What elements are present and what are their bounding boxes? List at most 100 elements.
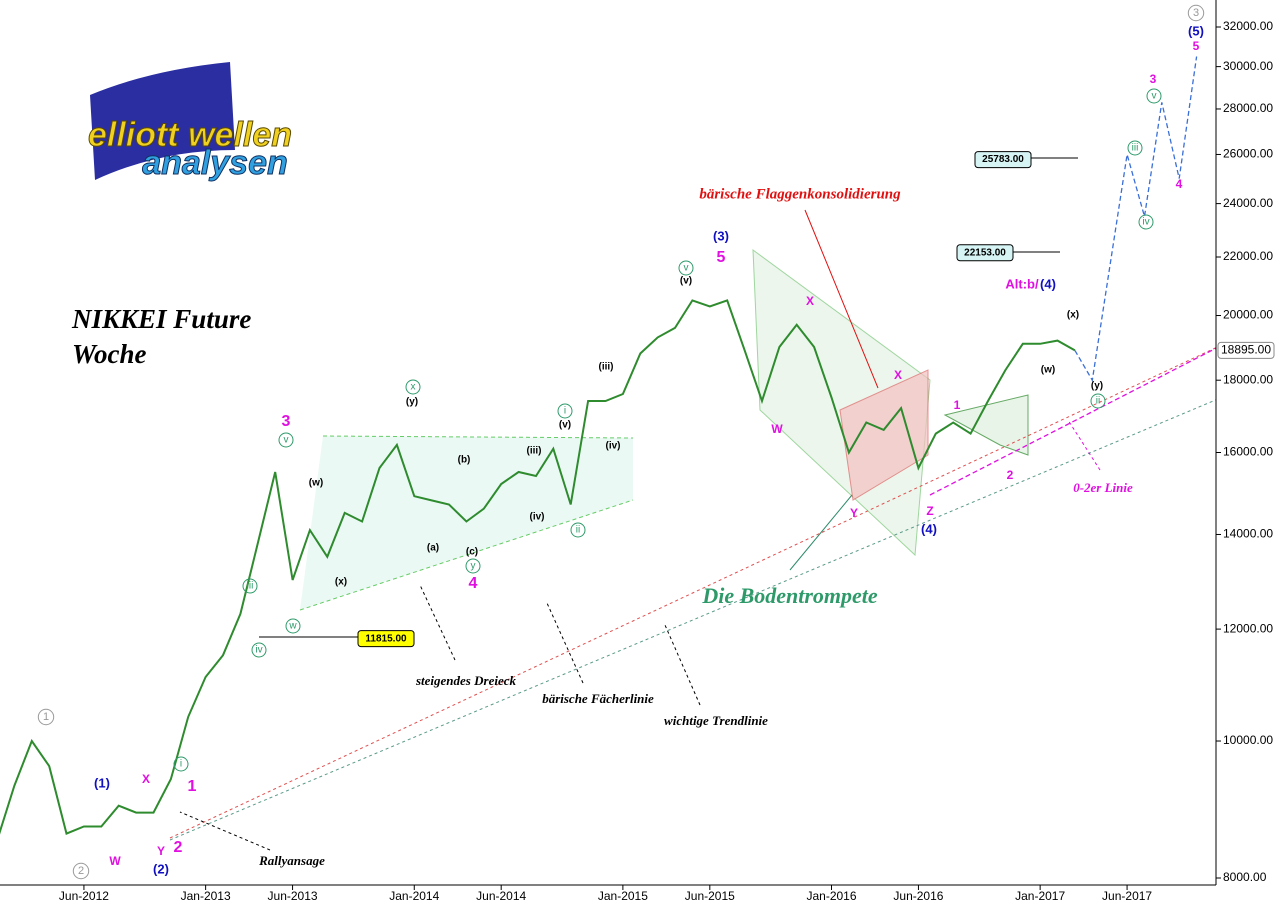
- logo-flag: [90, 62, 235, 180]
- price-box-label: 18895.00: [1221, 343, 1271, 357]
- annotation: (iv): [530, 512, 545, 523]
- logo-text: analysen: [142, 144, 288, 182]
- wave-label-circled: 1: [43, 711, 49, 723]
- wave-label-circled: ii: [1096, 396, 1100, 407]
- annotation: W: [771, 422, 783, 436]
- arrow: [419, 584, 456, 661]
- chart-subtitle: Woche: [72, 339, 147, 369]
- wave-circle: [405, 379, 421, 395]
- y-tick-label: 24000.00: [1223, 196, 1273, 210]
- wave-circle: [37, 708, 55, 726]
- annotation: 2: [174, 839, 183, 856]
- annotation: Rallyansage: [258, 853, 325, 868]
- price-box-label: 11815.00: [365, 633, 407, 644]
- wave-label-circled: i: [564, 406, 566, 417]
- annotation: W: [109, 854, 121, 868]
- fan-line: [169, 347, 1216, 839]
- price-box: [974, 151, 1032, 169]
- logo: elliott wellen analysen: [87, 62, 293, 182]
- wave-circle: [1090, 393, 1106, 409]
- annotation: bärische Flaggenkonsolidierung: [699, 186, 901, 202]
- wave-circle: [1187, 4, 1205, 22]
- y-tick-label: 22000.00: [1223, 249, 1273, 263]
- annotation: (4): [1040, 276, 1056, 291]
- wave-label-circled: iii: [247, 581, 254, 592]
- logo-text: elliott wellen: [88, 116, 292, 154]
- annotation: 2: [1007, 468, 1014, 482]
- price-box: [1217, 341, 1275, 359]
- annotation: (5): [1188, 23, 1204, 38]
- annotation: (x): [335, 577, 347, 588]
- annotation: (w): [1041, 365, 1055, 376]
- annotation: 5: [717, 249, 726, 266]
- wave-label-circled: 3: [1193, 7, 1199, 19]
- annotation: bärische Fächerlinie: [542, 691, 654, 706]
- arrow: [789, 494, 853, 571]
- y-tick-label: 30000.00: [1223, 59, 1273, 73]
- wave-circle: [570, 522, 586, 538]
- annotation: (iii): [527, 446, 542, 457]
- wave-circle: [678, 260, 694, 276]
- arrow: [179, 811, 271, 851]
- projection-line: [1074, 56, 1198, 383]
- triangle-zone: [300, 436, 633, 610]
- y-tick-label: 20000.00: [1223, 308, 1273, 322]
- annotation: 3: [1150, 72, 1157, 86]
- x-tick-label: Jan-2013: [181, 889, 231, 903]
- x-tick-label: Jun-2014: [476, 889, 526, 903]
- x-tick-label: Jun-2012: [59, 889, 109, 903]
- price-box-label: 25783.00: [982, 154, 1024, 165]
- y-tick-label: 10000.00: [1223, 733, 1273, 747]
- wave-label-circled: 2: [78, 865, 84, 877]
- annotation: wichtige Trendlinie: [664, 713, 768, 728]
- wave-label-circled: i: [180, 759, 182, 770]
- x-tick-label: Jun-2016: [893, 889, 943, 903]
- annotation: X: [894, 368, 902, 382]
- x-tick-label: Jan-2014: [389, 889, 439, 903]
- x-tick-label: Jan-2016: [806, 889, 856, 903]
- price-box: [357, 630, 415, 648]
- annotation: (v): [680, 276, 692, 287]
- chart-title: NIKKEI Future: [71, 304, 251, 334]
- wave-circle: [1138, 214, 1154, 230]
- wave-circle: [465, 558, 481, 574]
- y-tick-label: 12000.00: [1223, 621, 1273, 635]
- trend-line: [169, 399, 1216, 841]
- wave-label-circled: iv: [1142, 217, 1149, 228]
- wave-circle: [278, 432, 294, 448]
- wave-circle: [1146, 88, 1162, 104]
- drawings: [169, 157, 1216, 851]
- triangle-line: [299, 499, 634, 611]
- annotation: (c): [466, 547, 478, 558]
- flag-zone: [839, 369, 929, 501]
- annotation: (w): [309, 478, 323, 489]
- y-tick-label: 32000.00: [1223, 19, 1273, 33]
- arrow: [804, 209, 879, 389]
- annotation: (iii): [599, 362, 614, 373]
- wave-circle: [557, 403, 573, 419]
- y-tick-label: 26000.00: [1223, 147, 1273, 161]
- x-tick-label: Jun-2013: [268, 889, 318, 903]
- annotation: (x): [1067, 310, 1079, 321]
- wave-label-circled: v: [684, 263, 689, 274]
- wave-circle: [1127, 140, 1143, 156]
- wave-circle: [173, 756, 189, 772]
- annotation: Y: [157, 844, 165, 858]
- annotation: (2): [153, 861, 169, 876]
- wave-label-circled: iii: [1132, 143, 1139, 154]
- wave-circle: [285, 618, 301, 634]
- annotation: X: [806, 294, 814, 308]
- price-box-label: 22153.00: [964, 247, 1006, 258]
- annotation: (a): [427, 543, 439, 554]
- annotation: Y: [850, 506, 858, 520]
- wave-circle: [72, 862, 90, 880]
- annotation: Alt:b/: [1005, 276, 1039, 291]
- x-tick-label: Jun-2017: [1102, 889, 1152, 903]
- wave-label-circled: v: [284, 435, 289, 446]
- annotation: (y): [406, 397, 418, 408]
- wave-label-circled: y: [471, 561, 476, 572]
- annotation: (iv): [606, 441, 621, 452]
- x-tick-label: Jun-2015: [685, 889, 735, 903]
- annotation: 3: [282, 413, 291, 430]
- annotation: X: [142, 772, 150, 786]
